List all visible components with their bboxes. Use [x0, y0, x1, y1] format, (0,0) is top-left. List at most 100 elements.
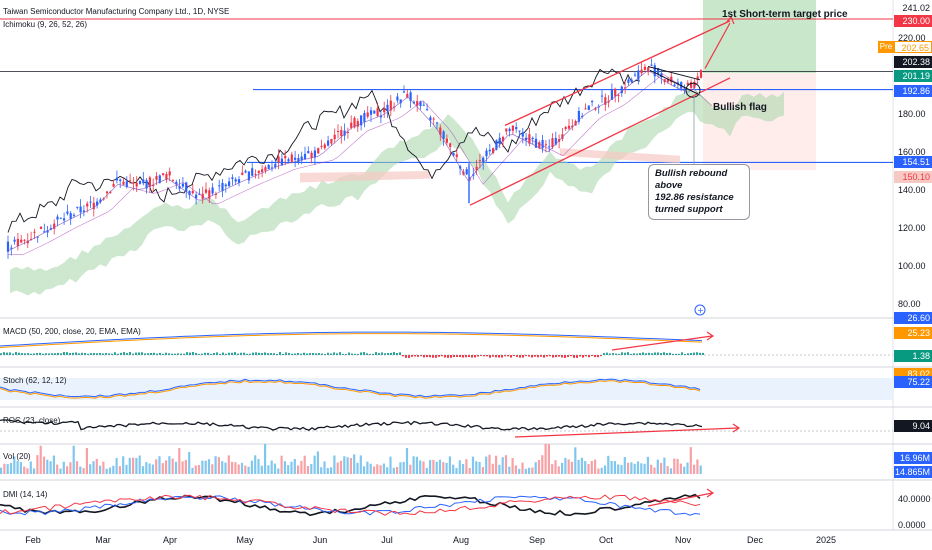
volume-bar: [211, 464, 214, 474]
macd-histogram-bar: [264, 352, 266, 355]
candle-body: [548, 146, 551, 148]
macd-histogram-bar: [657, 352, 659, 355]
macd-histogram-bar: [558, 355, 560, 357]
volume-bar: [72, 445, 75, 474]
macd-histogram-bar: [321, 353, 323, 355]
candle-body: [696, 76, 699, 80]
candle-body: [617, 95, 620, 97]
macd-histogram-bar: [270, 353, 272, 355]
candle-body: [465, 169, 468, 175]
volume-bar: [396, 466, 399, 474]
volume-bar: [660, 462, 663, 474]
volume-bar: [89, 464, 92, 474]
macd-histogram-bar: [318, 353, 320, 355]
volume-bar: [580, 457, 583, 474]
macd-histogram-bar: [381, 352, 383, 355]
macd-line: [0, 331, 703, 347]
volume-bar: [567, 459, 570, 474]
macd-histogram-bar: [324, 353, 326, 355]
volume-bar: [475, 461, 478, 474]
volume-bar: [69, 462, 72, 474]
candle-body: [587, 105, 590, 110]
macd-histogram-bar: [627, 352, 629, 355]
macd-histogram-bar: [636, 353, 638, 355]
volume-bar: [650, 464, 653, 474]
macd-histogram-bar: [66, 352, 68, 355]
macd-histogram-bar: [285, 352, 287, 355]
candle-body: [485, 150, 488, 157]
volume-bar: [666, 466, 669, 474]
macd-histogram-bar: [0, 353, 2, 355]
macd-histogram-bar: [309, 353, 311, 355]
macd-histogram-bar: [414, 355, 416, 357]
volume-bar: [85, 447, 88, 474]
candle-body: [330, 138, 333, 144]
flag-leader: [693, 89, 713, 107]
flag-lower-line: [649, 69, 701, 96]
macd-histogram-bar: [456, 355, 458, 358]
macd-histogram-bar: [567, 355, 569, 357]
volume-bar: [402, 461, 405, 474]
macd-histogram-bar: [366, 353, 368, 355]
volume-bar: [590, 460, 593, 474]
volume-bar: [584, 461, 587, 474]
macd-histogram-bar: [678, 353, 680, 355]
macd-histogram-bar: [420, 355, 422, 357]
macd-histogram-bar: [126, 353, 128, 355]
macd-histogram-bar: [390, 352, 392, 355]
macd-histogram-bar: [693, 352, 695, 355]
volume-bar: [46, 459, 49, 474]
macd-histogram-bar: [354, 353, 356, 355]
volume-bar: [36, 455, 39, 474]
volume-bar: [9, 462, 13, 474]
candle-body: [449, 143, 452, 148]
volume-bar: [201, 460, 204, 474]
candle-body: [366, 112, 369, 117]
add-button-icon[interactable]: [694, 304, 706, 316]
badge-154-51: 154.51: [894, 156, 932, 168]
volume-bar: [330, 467, 333, 474]
macd-histogram-bar: [327, 352, 329, 355]
macd-histogram-bar: [186, 352, 188, 355]
macd-histogram-bar: [204, 352, 206, 355]
volume-bar: [686, 462, 689, 474]
macd-histogram-bar: [201, 353, 203, 355]
badge-pre-price: 202.65: [894, 41, 932, 53]
candle-body: [475, 166, 478, 171]
macd-histogram-bar: [174, 353, 176, 355]
candle-body: [254, 174, 257, 176]
macd-histogram-bar: [315, 353, 317, 355]
macd-histogram-bar: [33, 353, 35, 355]
volume-bar: [287, 465, 290, 474]
macd-histogram-bar: [180, 353, 182, 355]
macd-histogram-bar: [579, 355, 581, 357]
candle-body: [231, 177, 234, 180]
candle-body: [221, 182, 224, 192]
macd-histogram-bar: [498, 355, 500, 358]
candle-body: [138, 180, 142, 184]
macd-histogram-bar: [198, 353, 200, 355]
macd-value-2: 25.23: [894, 327, 932, 339]
candle-body: [168, 171, 171, 176]
candle-body: [383, 108, 386, 113]
volume-bar: [554, 460, 557, 474]
volume-bar: [155, 459, 158, 474]
macd-histogram-bar: [468, 355, 470, 358]
macd-histogram-bar: [114, 352, 116, 355]
candle-body: [175, 181, 178, 185]
candle-body: [492, 148, 495, 154]
candle-body: [564, 126, 567, 129]
candle-body: [323, 144, 326, 149]
macd-histogram-bar: [447, 355, 449, 358]
candle-body: [416, 101, 419, 106]
volume-bar: [617, 464, 620, 474]
macd-histogram-bar: [669, 352, 671, 355]
target-arrowhead: [725, 15, 735, 25]
channel-lower-line: [469, 77, 731, 206]
candle-body: [624, 87, 627, 89]
macd-histogram-bar: [699, 352, 701, 355]
volume-bar: [541, 455, 544, 474]
macd-histogram-bar: [111, 353, 113, 355]
macd-histogram-bar: [687, 353, 689, 355]
